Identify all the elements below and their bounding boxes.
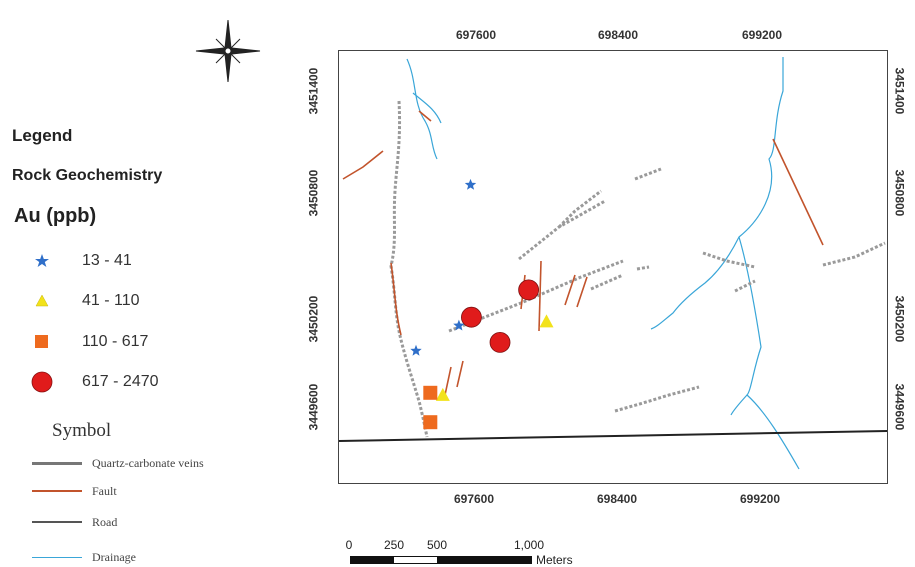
sample-point-star xyxy=(464,178,477,190)
vein-line xyxy=(448,259,624,333)
vein-line xyxy=(702,251,756,269)
fault-line-swatch xyxy=(32,490,82,492)
vein-line xyxy=(636,265,650,271)
vein-line-swatch xyxy=(32,461,82,465)
circle-icon xyxy=(31,371,53,393)
star-icon xyxy=(35,254,49,267)
road-line xyxy=(339,430,887,442)
legend-line-label: Quartz-carbonate veins xyxy=(92,455,204,470)
square-icon xyxy=(35,335,48,348)
y-tick-left: 3450800 xyxy=(306,169,321,217)
x-tick-top: 698400 xyxy=(597,28,639,42)
y-tick-right: 3450200 xyxy=(892,295,907,343)
scale-label: 1,000 xyxy=(513,538,545,552)
sample-point-square xyxy=(423,385,438,400)
triangle-icon xyxy=(35,294,49,307)
y-tick-left: 3451400 xyxy=(306,67,321,115)
fault-line xyxy=(538,260,542,332)
scale-label: 0 xyxy=(345,538,353,552)
legend-class-2: 41 - 110 xyxy=(30,289,140,313)
drainage-line xyxy=(738,236,800,470)
map-frame xyxy=(338,50,888,484)
fault-line xyxy=(342,150,384,180)
vein-line xyxy=(389,100,429,438)
legend-class-label: 617 - 2470 xyxy=(82,373,159,390)
sample-point-triangle xyxy=(435,387,450,401)
legend-variable: Au (ppb) xyxy=(14,205,97,227)
legend-class-label: 13 - 41 xyxy=(82,252,132,269)
vein-network xyxy=(389,100,886,438)
drainage-network xyxy=(406,57,800,470)
legend-class-label: 110 - 617 xyxy=(82,333,149,350)
legend-line-label: Fault xyxy=(92,483,117,498)
sample-point-square xyxy=(423,415,438,430)
drainage-line xyxy=(730,394,748,416)
road-line-swatch xyxy=(32,521,82,523)
legend-line-label: Drainage xyxy=(92,549,136,564)
scale-bar-segment xyxy=(351,557,395,563)
scale-label: 500 xyxy=(426,538,448,552)
legend-line-road: Road xyxy=(32,515,117,529)
drainage-line-swatch xyxy=(32,556,82,558)
legend-title: Legend xyxy=(12,126,73,145)
y-tick-right: 3450800 xyxy=(892,169,907,217)
fault-line xyxy=(418,110,432,122)
legend-subtitle: Rock Geochemistry xyxy=(12,167,163,184)
drainage-line xyxy=(412,92,442,124)
y-tick-right: 3449600 xyxy=(892,383,907,431)
drainage-line xyxy=(406,58,438,160)
y-tick-left: 3450200 xyxy=(306,295,321,343)
legend-line-drainage: Drainage xyxy=(32,550,136,564)
drainage-line xyxy=(650,57,784,330)
fault-line xyxy=(564,274,576,306)
sample-point-circle xyxy=(489,331,511,353)
x-tick-bottom: 698400 xyxy=(596,492,638,506)
vein-line xyxy=(634,167,662,181)
legend-class-1: 13 - 41 xyxy=(30,249,132,273)
fault-line xyxy=(444,366,452,396)
x-tick-top: 697600 xyxy=(455,28,497,42)
sample-point-star xyxy=(410,344,422,356)
vein-line xyxy=(518,199,606,261)
sample-point-star xyxy=(453,319,465,331)
sample-point-circle xyxy=(461,306,482,328)
vein-line xyxy=(734,279,756,293)
fault-line xyxy=(772,138,824,246)
fault-line xyxy=(456,360,464,388)
legend-class-3: 110 - 617 xyxy=(30,330,148,354)
sample-point-triangle xyxy=(539,314,554,328)
legend-line-label: Road xyxy=(92,514,118,529)
sample-points xyxy=(410,178,554,430)
scale-bar-segment xyxy=(437,557,531,563)
north-arrow-icon xyxy=(195,19,261,83)
x-tick-bottom: 697600 xyxy=(453,492,495,506)
legend-line-fault: Fault xyxy=(32,484,117,498)
scale-label: 250 xyxy=(383,538,405,552)
scale-bar xyxy=(350,556,532,564)
y-tick-right: 3451400 xyxy=(892,67,907,115)
sample-point-circle xyxy=(518,279,540,301)
x-tick-top: 699200 xyxy=(741,28,783,42)
symbol-title: Symbol xyxy=(52,420,112,441)
scale-bar-segment xyxy=(394,557,438,563)
y-tick-left: 3449600 xyxy=(306,383,321,431)
legend-class-label: 41 - 110 xyxy=(82,292,140,309)
scale-unit: Meters xyxy=(536,553,573,567)
x-tick-bottom: 699200 xyxy=(739,492,781,506)
vein-line xyxy=(557,189,602,229)
vein-line xyxy=(614,385,700,413)
legend-class-4: 617 - 2470 xyxy=(30,370,159,394)
vein-line xyxy=(590,273,624,291)
map-canvas xyxy=(339,57,887,470)
fault-line xyxy=(576,276,588,308)
vein-line xyxy=(822,241,886,267)
fault-line xyxy=(390,262,402,336)
legend-line-veins: Quartz-carbonate veins xyxy=(32,456,204,470)
